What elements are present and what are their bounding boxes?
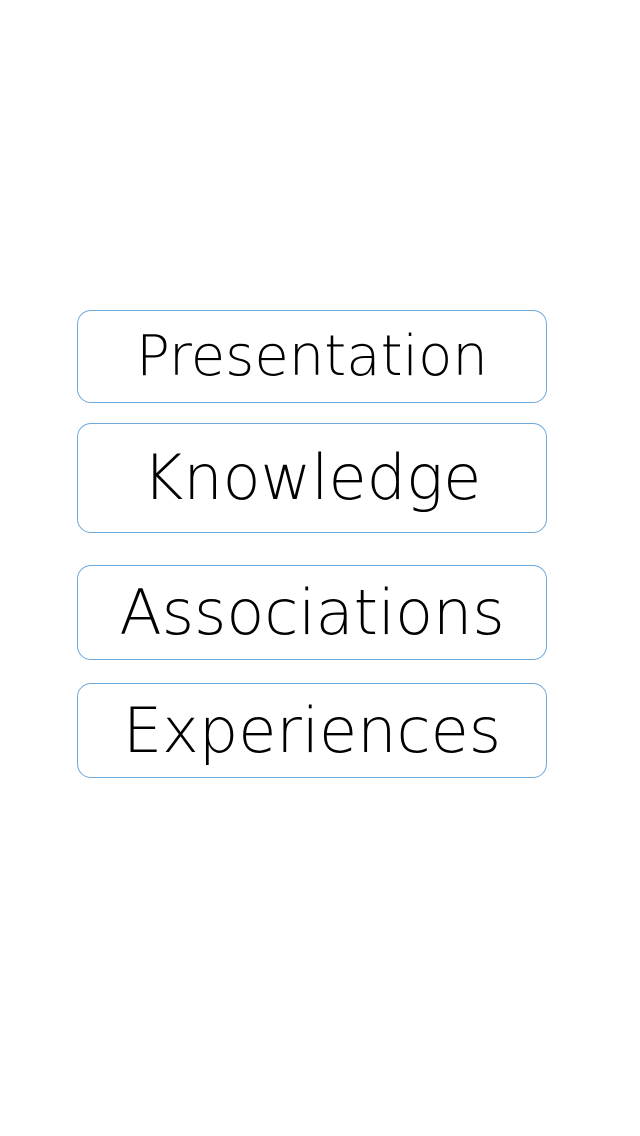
- presentation-button[interactable]: Presentation: [77, 310, 547, 403]
- experiences-button[interactable]: Experiences: [77, 683, 547, 778]
- experiences-label: Experiences: [122, 693, 502, 767]
- presentation-label: Presentation: [136, 323, 488, 389]
- associations-label: Associations: [119, 575, 505, 649]
- knowledge-button[interactable]: Knowledge: [77, 423, 547, 533]
- associations-button[interactable]: Associations: [77, 565, 547, 660]
- knowledge-label: Knowledge: [142, 441, 482, 514]
